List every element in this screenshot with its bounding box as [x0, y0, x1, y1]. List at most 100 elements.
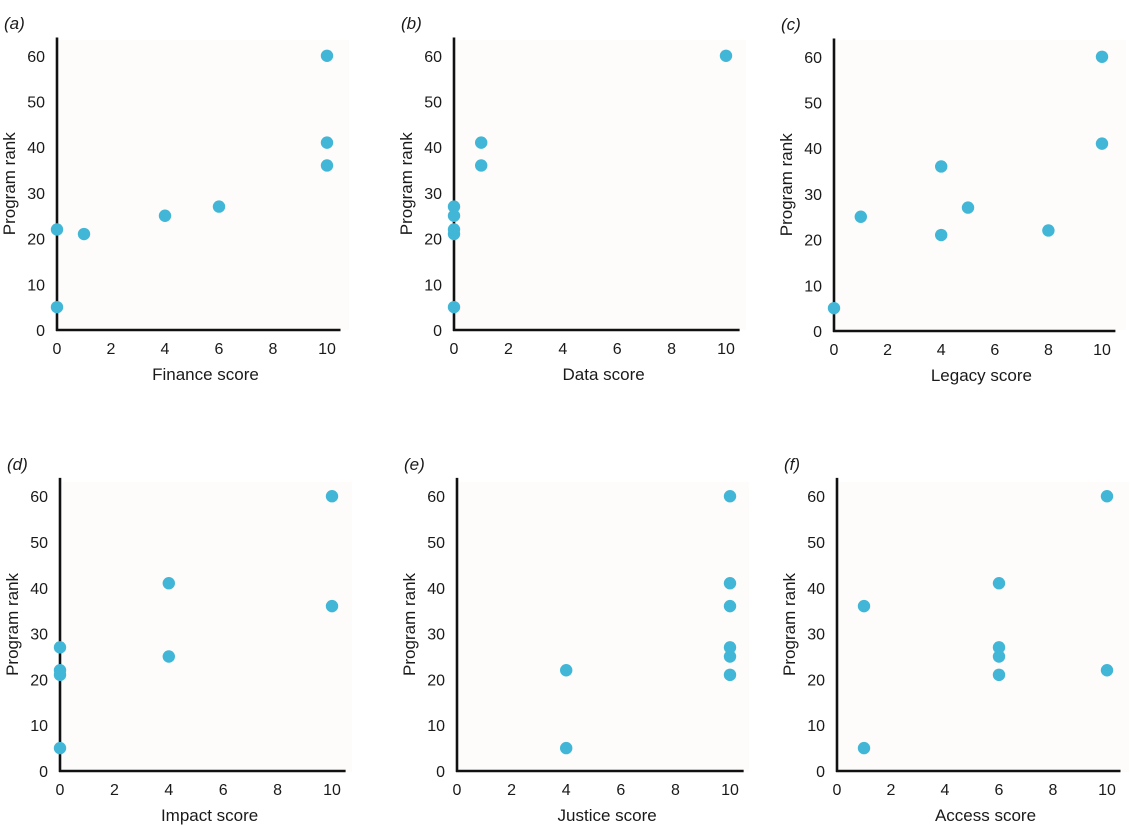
- data-point: [1100, 490, 1114, 503]
- data-point: [857, 741, 871, 755]
- panel-label: (a): [4, 14, 25, 33]
- y-axis-label: Program rank: [777, 133, 796, 236]
- x-axis-label: Finance score: [152, 365, 259, 384]
- x-tick-label: 2: [507, 782, 516, 799]
- data-point: [1100, 664, 1114, 677]
- x-tick-label: 0: [56, 782, 65, 799]
- x-tick-label: 2: [883, 342, 892, 359]
- y-axis-label: Program rank: [400, 572, 419, 675]
- x-axis-label: Justice score: [558, 806, 657, 825]
- x-tick-label: 0: [450, 341, 459, 358]
- y-tick-label: 10: [807, 718, 825, 735]
- data-point: [723, 490, 737, 503]
- y-tick-label: 50: [807, 535, 825, 552]
- y-tick-label: 60: [427, 489, 445, 506]
- y-tick-label: 30: [427, 627, 445, 644]
- y-tick-label: 10: [424, 277, 442, 294]
- x-tick-label: 8: [1049, 782, 1058, 799]
- x-tick-label: 6: [215, 341, 224, 358]
- chart-panel: (a) 0 10 20 30 40 50 60 0 2 4 6 8 10 Finance score Prog…: [0, 14, 349, 384]
- data-point: [320, 49, 334, 62]
- plot-area: [59, 40, 349, 330]
- x-tick-label: 6: [995, 782, 1004, 799]
- data-point: [857, 599, 871, 613]
- x-tick-label: 10: [318, 341, 336, 358]
- y-tick-label: 50: [804, 96, 822, 113]
- plot-area: [839, 482, 1129, 772]
- x-tick-label: 6: [990, 342, 999, 359]
- x-axis-label: Data score: [562, 365, 644, 384]
- data-point: [723, 577, 737, 590]
- y-tick-label: 0: [816, 764, 825, 781]
- x-tick-label: 4: [558, 341, 567, 358]
- panel-label: (c): [781, 15, 801, 34]
- y-tick-label: 0: [433, 323, 442, 340]
- x-tick-label: 6: [616, 782, 625, 799]
- data-point: [162, 577, 175, 590]
- y-axis-label: Program rank: [0, 132, 19, 235]
- panel-label: (b): [401, 14, 422, 33]
- plot-area: [459, 482, 749, 772]
- y-tick-label: 60: [424, 49, 442, 66]
- data-point: [50, 223, 64, 236]
- y-tick-label: 30: [424, 186, 442, 203]
- data-point: [827, 301, 841, 315]
- y-tick-label: 30: [807, 627, 825, 644]
- x-tick-label: 6: [613, 341, 622, 358]
- y-tick-label: 10: [30, 718, 48, 735]
- plot-area: [836, 40, 1126, 330]
- x-axis-label: Impact score: [161, 806, 258, 825]
- x-tick-label: 2: [110, 782, 119, 799]
- y-tick-label: 40: [424, 140, 442, 157]
- y-tick-label: 0: [436, 764, 445, 781]
- y-tick-label: 40: [27, 140, 45, 157]
- y-tick-label: 20: [27, 232, 45, 249]
- x-tick-label: 8: [1044, 342, 1053, 359]
- x-tick-label: 0: [53, 341, 62, 358]
- data-point: [320, 159, 334, 172]
- y-tick-label: 10: [427, 718, 445, 735]
- data-point: [723, 668, 737, 682]
- data-point: [992, 650, 1006, 663]
- y-tick-label: 20: [807, 672, 825, 689]
- y-tick-label: 50: [30, 535, 48, 552]
- y-tick-label: 40: [427, 581, 445, 598]
- data-point: [325, 599, 339, 613]
- chart-panel: (d) 0 10 20 30 40 50 60 0 2 4 6 8 10 Impact score Progr…: [3, 455, 352, 825]
- y-tick-label: 60: [804, 50, 822, 67]
- data-point: [158, 209, 172, 222]
- panel-label: (f): [784, 455, 800, 474]
- data-point: [77, 227, 91, 241]
- plot-area: [456, 40, 746, 330]
- y-tick-label: 50: [427, 535, 445, 552]
- x-tick-label: 2: [504, 341, 513, 358]
- y-tick-label: 40: [30, 581, 48, 598]
- x-tick-label: 8: [269, 341, 278, 358]
- x-tick-label: 10: [1098, 782, 1116, 799]
- data-point: [992, 577, 1006, 590]
- chart-panel: (c) 0 10 20 30 40 50 60 0 2 4 6 8 10 Legacy score Progr…: [777, 15, 1126, 385]
- data-point: [447, 300, 461, 314]
- data-point: [212, 200, 226, 213]
- x-tick-label: 4: [937, 342, 946, 359]
- y-tick-label: 30: [27, 186, 45, 203]
- x-tick-label: 8: [273, 782, 282, 799]
- y-tick-label: 0: [36, 323, 45, 340]
- y-tick-label: 10: [27, 277, 45, 294]
- data-point: [1095, 50, 1109, 63]
- y-tick-label: 40: [804, 141, 822, 158]
- plot-area: [62, 482, 352, 772]
- y-tick-label: 10: [804, 278, 822, 295]
- y-tick-label: 60: [807, 489, 825, 506]
- x-axis-label: Legacy score: [931, 366, 1032, 385]
- data-point: [325, 490, 339, 503]
- x-tick-label: 10: [323, 782, 341, 799]
- y-tick-label: 30: [30, 627, 48, 644]
- data-point: [447, 209, 461, 222]
- y-tick-label: 20: [427, 672, 445, 689]
- x-tick-label: 8: [667, 341, 676, 358]
- data-point: [1042, 224, 1055, 237]
- data-point: [53, 741, 67, 755]
- data-point: [854, 210, 867, 223]
